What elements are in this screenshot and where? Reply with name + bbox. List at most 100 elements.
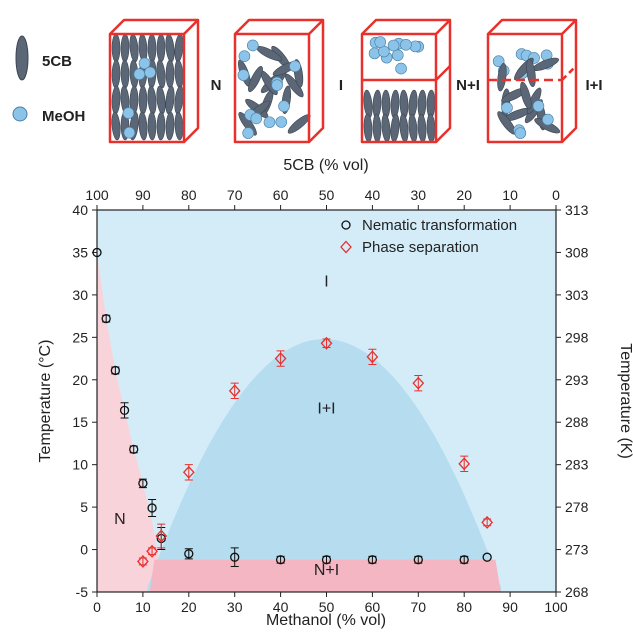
interface-line — [435, 65, 451, 81]
region-two-isotropic — [147, 339, 501, 592]
top-tick-label: 60 — [273, 187, 289, 203]
rod-molecule — [390, 113, 400, 143]
rod-molecule — [147, 111, 157, 141]
rod-molecule — [399, 89, 409, 119]
right-tick-label: 303 — [565, 287, 589, 303]
rod-molecule — [120, 33, 130, 63]
legend-5cb: 5CB — [15, 35, 72, 81]
sphere-molecule — [237, 69, 250, 81]
sphere-molecule — [242, 127, 254, 139]
sphere-molecule — [133, 68, 146, 81]
legend-entry-label: Phase separation — [362, 239, 479, 256]
sphere-molecule — [238, 50, 251, 63]
top-axis-title: 5CB (% vol) — [283, 157, 368, 174]
phase-separation-point — [182, 465, 195, 479]
phase-separation-point — [481, 515, 494, 529]
sphere-molecule — [395, 62, 407, 75]
rod-molecule — [174, 111, 184, 141]
right-tick-label: 293 — [565, 372, 589, 388]
top-tick-label: 80 — [181, 187, 197, 203]
rod-molecule — [138, 85, 148, 115]
rod-molecule — [417, 113, 427, 143]
nematic-transformation-point — [321, 555, 332, 565]
x-tick-label: 80 — [456, 599, 472, 615]
box-front-face — [486, 32, 564, 144]
nematic-transformation-point — [482, 552, 492, 562]
rod-molecule — [129, 33, 139, 63]
error-bar — [120, 402, 129, 419]
rod-molecule — [174, 59, 184, 89]
sphere-molecule — [532, 100, 545, 112]
phase-separation-point — [412, 376, 425, 390]
x-tick-label: 50 — [319, 599, 335, 615]
schematic-box-1: N — [108, 18, 222, 144]
rod-molecule — [165, 85, 175, 115]
top-tick-label: 70 — [227, 187, 243, 203]
right-tick-label: 283 — [565, 457, 589, 473]
y-tick-label: 5 — [80, 499, 88, 515]
legend-meoh-label: MeOH — [42, 108, 85, 125]
nematic-transformation-point — [459, 555, 469, 565]
legend-circle-marker — [341, 220, 351, 230]
nematic-transformation-point — [275, 555, 286, 565]
box-contents — [492, 48, 561, 139]
phase-separation-point — [228, 384, 241, 398]
y-tick-label: 30 — [72, 287, 88, 303]
schematic-box-3: N+I — [360, 18, 480, 144]
nematic-transformation-point — [110, 365, 121, 376]
rod-molecule — [111, 111, 121, 141]
rod-molecule — [497, 62, 507, 92]
box-contents — [237, 39, 311, 139]
phase-separation-point — [366, 350, 379, 364]
top-tick-label: 50 — [319, 187, 335, 203]
chart-legend: Nematic transformation Phase separation — [340, 217, 517, 256]
sphere-molecule — [501, 102, 513, 114]
sphere-molecule — [289, 60, 301, 73]
box-label: I — [339, 77, 343, 94]
legend-diamond-marker — [340, 240, 352, 254]
rod-molecule — [248, 66, 263, 93]
rod-molecule — [372, 113, 382, 143]
series-phase-separation — [137, 336, 494, 568]
rod-molecule — [174, 33, 184, 63]
sphere-molecule — [387, 39, 400, 52]
error-bar — [322, 338, 331, 349]
right-tick-label: 278 — [565, 499, 589, 515]
top-tick-label: 40 — [365, 187, 381, 203]
sphere-molecule — [144, 66, 156, 79]
rod-molecule — [111, 33, 121, 63]
top-tick-label: 30 — [411, 187, 427, 203]
top-tick-label: 90 — [135, 187, 151, 203]
region-label: I — [324, 273, 328, 290]
box-front-face — [108, 32, 186, 144]
sphere-molecule — [275, 116, 288, 128]
box-contents — [363, 36, 436, 143]
sphere-molecule — [271, 79, 283, 91]
x-tick-label: 10 — [135, 599, 151, 615]
sphere-molecule — [246, 39, 259, 52]
x-tick-label: 90 — [502, 599, 518, 615]
y-axis-title: Temperature (°C) — [37, 340, 54, 463]
right-tick-label: 288 — [565, 414, 589, 430]
rod-molecule — [408, 113, 418, 143]
rod-molecule — [147, 33, 157, 63]
x-tick-label: 30 — [227, 599, 243, 615]
schematic-box-2: I — [233, 18, 343, 144]
nematic-transformation-point — [138, 478, 148, 488]
rod-molecule — [520, 81, 532, 110]
legend-entry-label: Nematic transformation — [362, 217, 517, 234]
rod-molecule — [381, 89, 391, 119]
nematic-transformation-point — [129, 444, 139, 455]
box-edges — [487, 18, 578, 143]
interface-line — [561, 65, 577, 81]
top-tick-label: 0 — [552, 187, 560, 203]
rod-molecule — [399, 113, 409, 143]
rod-molecule — [408, 89, 418, 119]
phase-separation-point — [320, 336, 333, 350]
sphere-molecule — [542, 113, 554, 126]
sphere-molecule — [250, 112, 263, 125]
sphere-molecule — [122, 107, 135, 119]
box-label: N — [211, 77, 222, 94]
rod-molecule — [111, 85, 121, 115]
box-label: I+I — [585, 77, 602, 94]
